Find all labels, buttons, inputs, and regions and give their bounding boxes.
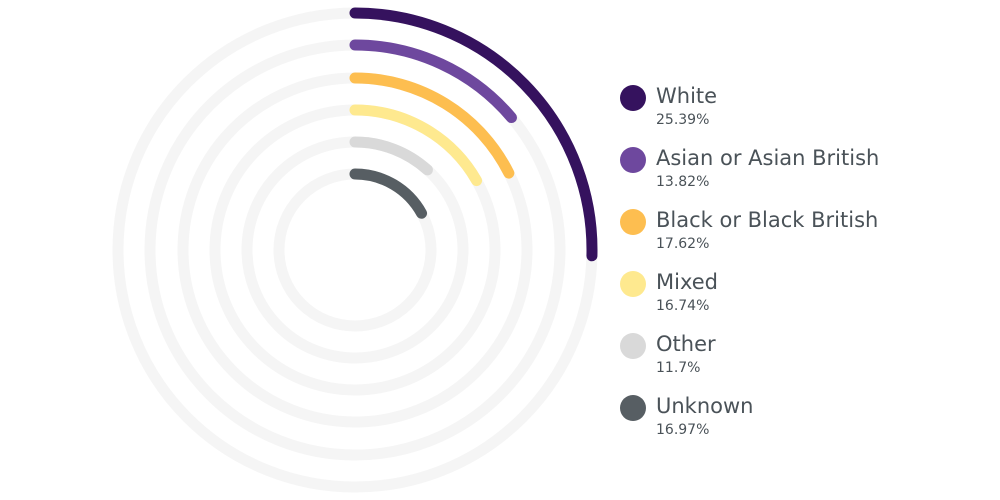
legend-value: 16.97%: [656, 422, 710, 438]
legend-item-asian-or-asian-british: Asian or Asian British 13.82%: [620, 144, 980, 206]
legend-item-unknown: Unknown 16.97%: [620, 392, 980, 454]
legend-item-black-or-black-british: Black or Black British 17.62%: [620, 206, 980, 268]
legend-label: White: [656, 84, 718, 108]
legend-label: Mixed: [656, 270, 718, 294]
legend-item-other: Other 11.7%: [620, 330, 980, 392]
legend-swatch: [620, 333, 646, 359]
legend-swatch: [620, 85, 646, 111]
legend-swatch: [620, 147, 646, 173]
legend-value: 13.82%: [656, 174, 710, 190]
bar-arc-other: [349, 136, 433, 176]
legend-swatch: [620, 395, 646, 421]
bar-arc-white: [349, 7, 598, 262]
bar-arc-black-or-black-british: [349, 72, 515, 179]
chart-legend: White 25.39% Asian or Asian British 13.82% B…: [620, 82, 980, 454]
chart-bars: [349, 7, 598, 262]
legend-value: 11.7%: [656, 360, 701, 376]
legend-swatch: [620, 271, 646, 297]
legend-item-white: White 25.39%: [620, 82, 980, 144]
legend-value: 25.39%: [656, 112, 710, 128]
bar-arc-mixed: [349, 104, 483, 187]
legend-value: 16.74%: [656, 298, 710, 314]
legend-label: Other: [656, 332, 716, 356]
legend-label: Black or Black British: [656, 208, 879, 232]
legend-value: 17.62%: [656, 236, 710, 252]
legend-item-mixed: Mixed 16.74%: [620, 268, 980, 330]
legend-label: Unknown: [656, 394, 754, 418]
bar-arc-asian-or-asian-british: [349, 39, 517, 124]
legend-label: Asian or Asian British: [656, 146, 880, 170]
bar-arc-unknown: [349, 168, 428, 219]
legend-swatch: [620, 209, 646, 235]
